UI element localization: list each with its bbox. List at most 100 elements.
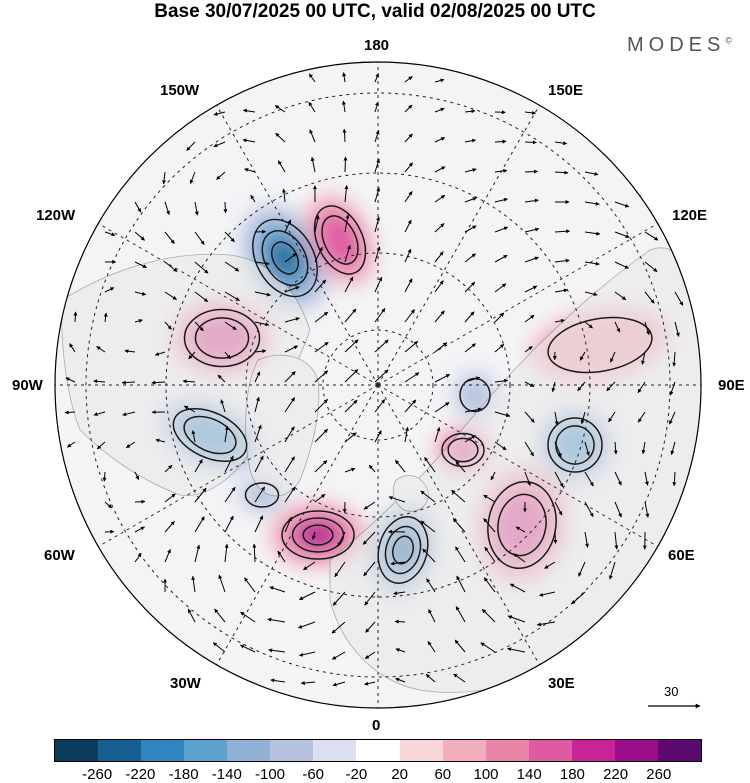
- label-120w: 120W: [36, 207, 76, 224]
- colorbar-ticks: -260 -220 -180 -140 -100 -60 -20 20 60 100 140 180 2…: [54, 766, 702, 783]
- wind-vector: [342, 128, 347, 143]
- wind-vector: [554, 258, 570, 263]
- wind-vector: [428, 609, 436, 623]
- wind-vector: [344, 432, 357, 443]
- wind-vector: [374, 369, 389, 383]
- label-60e: 60E: [668, 547, 695, 564]
- wind-vector: [155, 438, 166, 443]
- wind-vector: [539, 591, 556, 597]
- colorbar-segment: [442, 740, 486, 761]
- wind-vector: [554, 441, 562, 458]
- wind-vector: [452, 518, 466, 533]
- wind-vector: [513, 553, 526, 563]
- wind-vector: [554, 141, 568, 146]
- colorbar-segment: [227, 740, 271, 761]
- wind-vector: [584, 201, 600, 206]
- wind-vector: [464, 434, 476, 443]
- wind-vector: [434, 373, 451, 383]
- wind-vector: [374, 73, 379, 83]
- colorbar-tick-label: 140: [516, 766, 542, 783]
- map-disc: [55, 62, 701, 708]
- wind-vector: [455, 460, 466, 473]
- wind-vector: [365, 621, 376, 633]
- wind-vector: [464, 376, 481, 383]
- wind-vector: [606, 381, 616, 392]
- wind-vector: [277, 550, 286, 563]
- wind-vector: [404, 133, 413, 143]
- wind-vector: [252, 543, 257, 563]
- meridian-line: [216, 384, 379, 665]
- wind-vector: [644, 231, 659, 241]
- wind-vector: [254, 515, 264, 533]
- label-180: 180: [364, 37, 390, 54]
- wind-vector: [544, 561, 556, 569]
- wind-vector: [242, 138, 256, 143]
- wind-vector: [394, 459, 406, 473]
- wind-vector: [65, 377, 76, 383]
- wind-vector: [194, 516, 205, 533]
- colorbar-tick-label: 220: [603, 766, 629, 783]
- wind-vector: [224, 321, 237, 331]
- wind-vector: [456, 575, 466, 593]
- wind-vector: [254, 486, 266, 503]
- wind-vector: [374, 101, 379, 113]
- contour-line: [183, 415, 237, 455]
- wind-vector: [434, 427, 441, 443]
- wind-vector: [494, 254, 508, 263]
- colorbar-segment: [184, 740, 228, 761]
- wind-vector: [69, 343, 76, 353]
- wind-vector: [300, 681, 316, 686]
- wind-vector: [374, 216, 380, 233]
- wind-vector: [584, 261, 600, 266]
- wind-vector: [124, 349, 136, 354]
- wind-vector: [194, 321, 204, 332]
- wind-vector: [314, 398, 328, 413]
- colorbar-tick-label: -100: [254, 766, 286, 783]
- wind-vector: [464, 225, 477, 233]
- wind-vector: [194, 459, 203, 473]
- wind-vector: [494, 343, 505, 353]
- colorbar-segment: [55, 740, 99, 761]
- wind-vector: [344, 399, 358, 413]
- colorbar-tick-label: 260: [646, 766, 672, 783]
- wind-vector: [182, 379, 196, 384]
- wind-vector: [404, 372, 420, 383]
- wind-vector: [102, 471, 107, 482]
- wind-vector: [434, 78, 445, 83]
- wind-vector: [554, 471, 564, 488]
- wind-vector: [224, 231, 235, 243]
- contour-line: [172, 408, 248, 462]
- wind-vector: [194, 231, 205, 245]
- wind-vector: [284, 345, 299, 353]
- wind-vector: [608, 411, 616, 423]
- wind-vector: [551, 381, 556, 393]
- wind-vector: [524, 471, 531, 486]
- colorbar-segment: [657, 740, 701, 761]
- wind-vector: [297, 621, 316, 629]
- colorbar-segment: [614, 740, 658, 761]
- wind-vector: [584, 291, 598, 297]
- wind-vector: [494, 139, 507, 144]
- wind-vector: [164, 548, 171, 563]
- wind-vector: [332, 681, 346, 687]
- wind-vector: [309, 129, 316, 143]
- wind-vector: [194, 544, 201, 563]
- wind-vector: [342, 72, 347, 83]
- colorbar-segment: [141, 740, 185, 761]
- wind-vector: [213, 111, 226, 116]
- wind-vector: [96, 441, 106, 450]
- modes-logo: MODES©: [627, 34, 732, 57]
- wind-vector: [284, 426, 295, 443]
- wind-vector: [404, 162, 413, 173]
- label-60w: 60W: [44, 547, 75, 564]
- wind-vector: [187, 608, 196, 623]
- wind-vector: [434, 137, 446, 143]
- wind-vector: [134, 471, 140, 480]
- wind-vector: [213, 141, 226, 148]
- colorbar-segment: [485, 740, 529, 761]
- wind-vector: [183, 405, 196, 413]
- contour-line: [392, 535, 414, 565]
- wind-vector: [644, 291, 655, 304]
- colorbar-tick-label: 100: [473, 766, 499, 783]
